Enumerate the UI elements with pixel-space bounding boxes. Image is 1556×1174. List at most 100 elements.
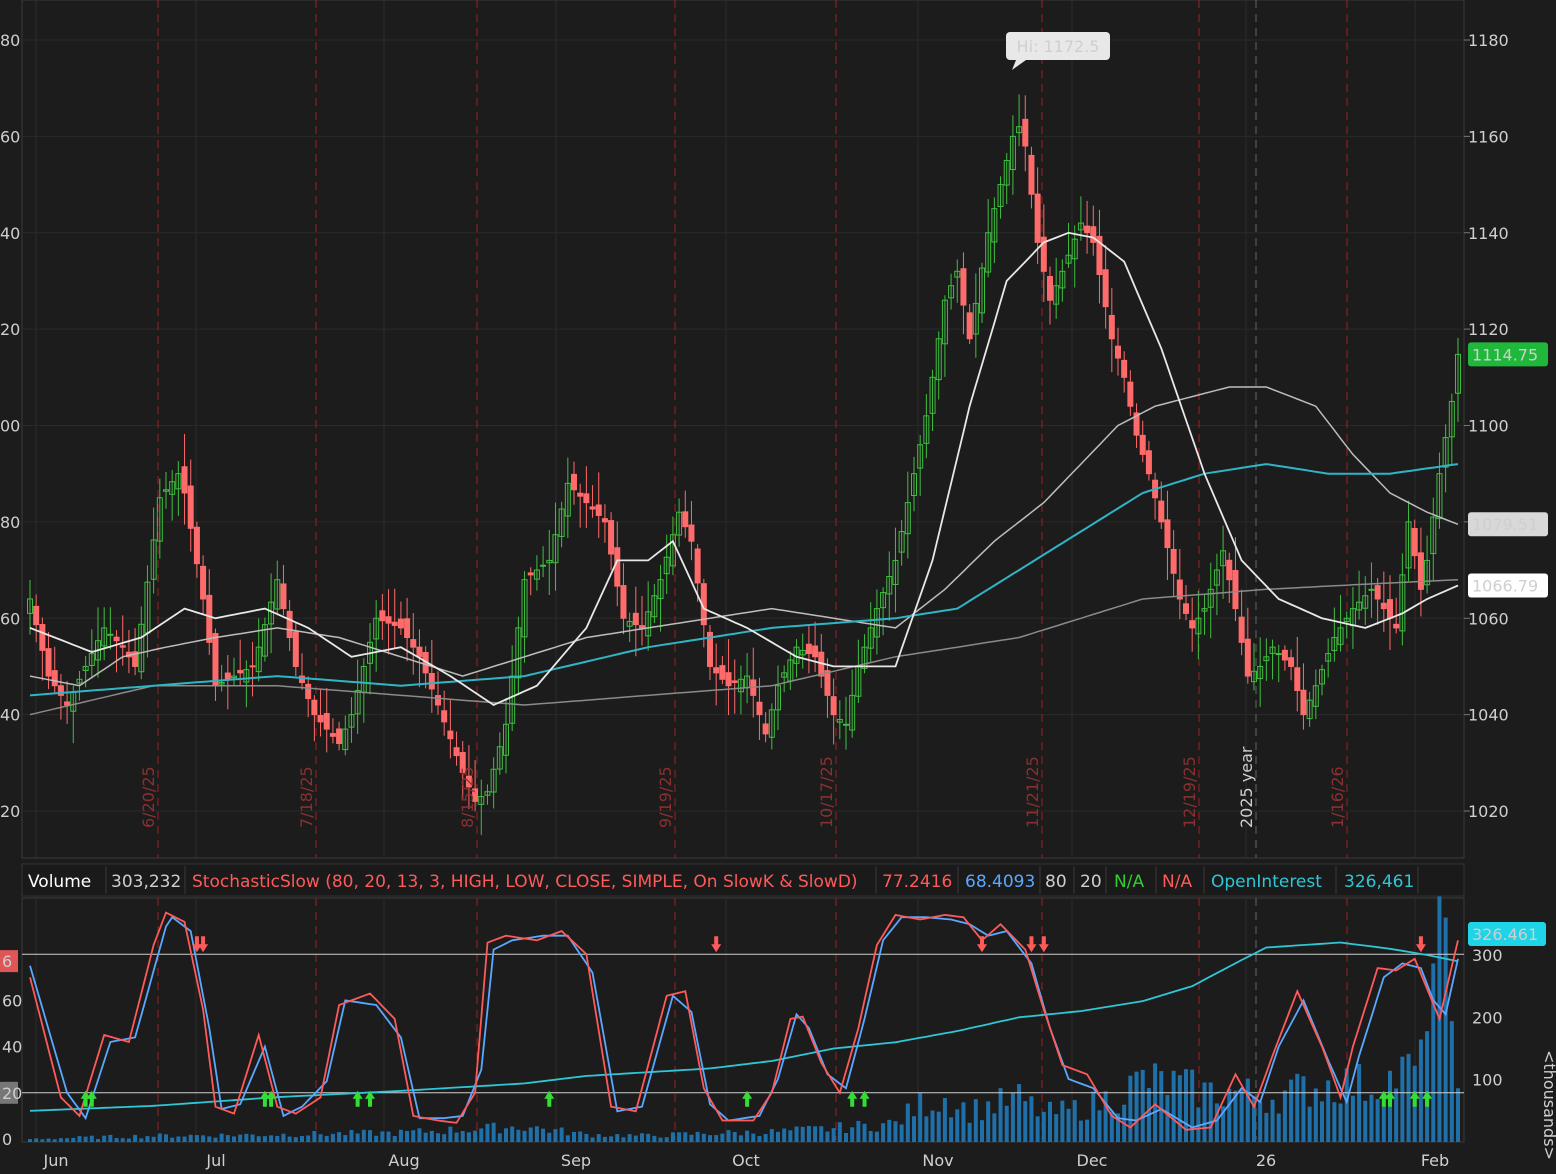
volume-bar: [232, 1136, 236, 1142]
candle-body: [317, 715, 324, 723]
candle-body: [1374, 585, 1381, 600]
x-axis-label: Feb: [1421, 1151, 1449, 1170]
y-axis-label: 1060: [1468, 609, 1509, 628]
volume-bar: [745, 1130, 750, 1142]
volume-bar: [1326, 1080, 1331, 1142]
volume-bar: [1239, 1090, 1244, 1142]
volume-bar: [1041, 1111, 1046, 1142]
volume-bar: [874, 1131, 879, 1142]
candle-body: [373, 617, 380, 640]
volume-bar: [942, 1098, 947, 1142]
candle-body: [527, 572, 534, 576]
volume-bar: [528, 1127, 533, 1142]
price-panel-frame: [21, 0, 1465, 859]
candle-body: [1393, 623, 1400, 629]
candle-body: [1034, 193, 1041, 243]
candle-body: [1059, 270, 1066, 289]
volume-bar: [992, 1113, 997, 1142]
buy-arrow-icon: [352, 1090, 363, 1107]
candle-body: [1108, 314, 1115, 340]
last-price-box: [1468, 342, 1548, 367]
volume-bar: [831, 1128, 836, 1142]
oscillator-left-label: 60: [2, 991, 22, 1010]
candle-body: [1170, 548, 1177, 574]
volume-bar: [65, 1138, 70, 1142]
volume-bar: [1202, 1082, 1207, 1142]
candle-body: [435, 695, 441, 706]
volume-bar: [1375, 1099, 1380, 1142]
oversold-value: 20: [1080, 872, 1102, 892]
candle-body: [101, 627, 108, 647]
left-y-axis-label: 80: [0, 31, 20, 50]
na-value-1: N/A: [1114, 872, 1144, 892]
volume-bar: [52, 1139, 57, 1142]
volume-bar: [1369, 1094, 1374, 1142]
volume-bar: [757, 1136, 762, 1142]
volume-bar: [1449, 1021, 1454, 1142]
candle-body: [515, 627, 522, 679]
candle-body: [64, 701, 71, 706]
buy-arrow-icon: [1422, 1090, 1433, 1107]
candle-body: [82, 665, 89, 672]
slowd-value: 68.4093: [965, 872, 1035, 892]
candle-body: [311, 699, 318, 716]
volume-bar: [485, 1123, 490, 1142]
volume-bar: [918, 1092, 923, 1142]
candle-body: [397, 618, 404, 629]
candle-body: [404, 618, 411, 639]
volume-bar: [1023, 1101, 1028, 1142]
ma-fast-price-label: 1066.79: [1472, 577, 1538, 596]
x-axis-label: Jul: [205, 1151, 225, 1170]
volume-bar: [1443, 917, 1448, 1142]
volume-bar: [1456, 1088, 1460, 1142]
stochastic-label: StochasticSlow (80, 20, 13, 3, HIGH, LOW…: [192, 872, 858, 892]
candle-body: [88, 653, 95, 666]
volume-bar: [986, 1101, 991, 1142]
candle-body: [249, 665, 256, 668]
volume-bar: [572, 1131, 576, 1142]
volume-bar: [77, 1136, 82, 1142]
candle-body: [410, 639, 417, 648]
candle-body: [1430, 516, 1437, 555]
volume-bar: [912, 1116, 916, 1142]
candle-body: [1306, 699, 1313, 720]
volume-bar: [1313, 1088, 1318, 1142]
candle-body: [292, 631, 299, 667]
candle-body: [1442, 437, 1449, 468]
volume-bar: [1425, 1031, 1430, 1142]
volume-bar: [120, 1138, 125, 1142]
candle-body: [274, 579, 281, 610]
x-axis-label: Aug: [388, 1151, 419, 1170]
volume-bar: [244, 1133, 249, 1142]
volume-bar: [1054, 1114, 1059, 1142]
overbought-value: 80: [1045, 872, 1067, 892]
volume-bar: [1078, 1120, 1083, 1142]
candle-body: [1417, 552, 1424, 590]
volume-bar: [936, 1111, 941, 1142]
volume-bar: [1338, 1103, 1343, 1142]
volume-bar: [1140, 1069, 1145, 1142]
volume-bar: [262, 1136, 267, 1142]
candle-body: [459, 752, 466, 773]
buy-arrow-icon: [365, 1090, 375, 1107]
candle-body: [385, 616, 392, 624]
candle-body: [861, 646, 868, 669]
candle-body: [1244, 638, 1251, 677]
left-y-axis-label: 60: [0, 609, 20, 628]
buy-arrow-icon: [1378, 1090, 1389, 1107]
volume-bar: [380, 1131, 385, 1142]
candle-body: [1164, 519, 1171, 549]
candle-body: [193, 526, 200, 565]
volume-bar: [417, 1128, 422, 1142]
left-y-axis-label: 40: [0, 706, 20, 725]
candle-body: [979, 267, 985, 314]
volume-bar: [819, 1126, 824, 1142]
candle-body: [707, 631, 713, 667]
volume-bar: [479, 1128, 484, 1142]
candle-body: [1411, 528, 1418, 557]
volume-bar: [856, 1120, 861, 1142]
sell-arrow-icon: [711, 936, 722, 953]
candle-body: [1084, 225, 1091, 234]
axes: [1464, 39, 1470, 812]
candle-body: [379, 610, 386, 622]
